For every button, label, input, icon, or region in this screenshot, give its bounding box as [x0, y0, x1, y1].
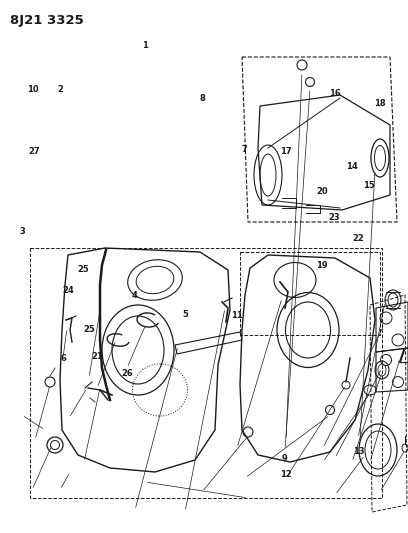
Text: 22: 22 [353, 235, 364, 243]
Text: 4: 4 [132, 292, 137, 300]
Text: 1: 1 [142, 41, 148, 50]
Text: 9: 9 [282, 454, 288, 463]
Text: 23: 23 [329, 213, 340, 222]
Text: 24: 24 [63, 286, 74, 295]
Text: 5: 5 [183, 310, 188, 319]
Text: 12: 12 [280, 470, 291, 479]
Text: 20: 20 [317, 188, 328, 196]
Text: 15: 15 [364, 181, 375, 190]
Text: 25: 25 [83, 325, 95, 334]
Text: 26: 26 [122, 369, 133, 377]
Text: 3: 3 [20, 228, 25, 236]
Text: 13: 13 [353, 448, 365, 456]
Text: 7: 7 [242, 145, 248, 154]
Text: 27: 27 [29, 148, 40, 156]
Text: 8J21 3325: 8J21 3325 [10, 14, 84, 27]
Text: 18: 18 [374, 100, 385, 108]
Text: 6: 6 [60, 354, 66, 362]
Text: 19: 19 [317, 261, 328, 270]
Text: 10: 10 [27, 85, 38, 94]
Text: 14: 14 [346, 162, 357, 171]
Text: 8: 8 [199, 94, 205, 103]
Text: 2: 2 [58, 85, 63, 94]
Text: 11: 11 [231, 311, 242, 320]
Text: 17: 17 [280, 148, 291, 156]
Text: 16: 16 [329, 89, 340, 98]
Text: 25: 25 [78, 265, 89, 273]
Text: 21: 21 [91, 352, 103, 360]
